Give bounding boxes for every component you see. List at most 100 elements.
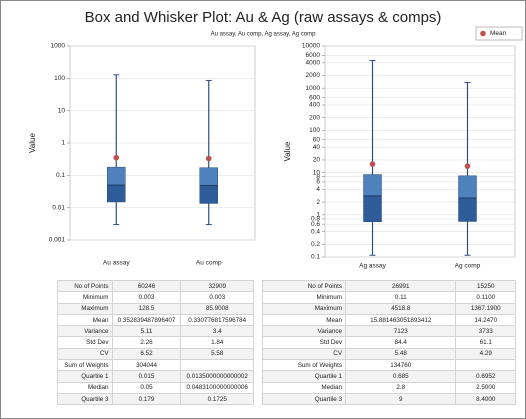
table-cell [180, 359, 254, 372]
table-cell: 5.48 [345, 347, 457, 361]
table-cell: 0.003 [180, 291, 254, 304]
table-cell: 2.5000 [455, 381, 516, 394]
table-cell: 0.11 [345, 291, 457, 304]
y-tick-label: 4000 [306, 60, 321, 67]
y-tick-label: 100 [309, 127, 320, 134]
y-tick-label: 2000 [306, 72, 321, 79]
row-label: Std Dev [57, 336, 113, 349]
chart-title: Box and Whisker Plot: Au & Ag (raw assay… [85, 9, 442, 26]
row-label: Quartile 1 [261, 370, 347, 383]
table-cell: 84.4 [345, 336, 457, 349]
table-cell: 26991 [345, 279, 457, 293]
row-label: Mean [57, 313, 113, 327]
table-cell: 0.003 [111, 291, 182, 304]
y-tick-label: 0.001 [49, 237, 66, 244]
table-cell: 5.58 [180, 347, 254, 361]
table-cell [455, 359, 516, 372]
table-row: No of Points 26991 15250 [261, 279, 516, 293]
plot-area [324, 45, 516, 258]
y-tick-label: 8 [316, 173, 320, 180]
table-row: CV 6.52 5.58 [57, 347, 254, 361]
table-cell: 14.2470 [455, 313, 516, 327]
table-row: Sum of Weights 134760 [261, 359, 516, 372]
x-tick-label: Au assay [103, 260, 130, 267]
legend-marker [480, 30, 486, 37]
mean-marker [205, 155, 212, 162]
y-tick-label: 6000 [306, 52, 321, 59]
y-tick-label: 20 [313, 157, 321, 164]
table-row: CV 5.48 4.29 [261, 347, 516, 361]
row-label: Quartile 1 [57, 370, 113, 383]
table-cell: 9 [345, 392, 457, 406]
table-cell: 0.330776817596784 [180, 313, 254, 327]
y-tick-label: 0.01 [52, 204, 65, 211]
table-cell: 5.11 [111, 325, 182, 338]
table-row: Mean 0.352839487896407 0.330776817596784 [57, 313, 254, 327]
table-row: Median 0.05 0.0483100000000006 [57, 381, 254, 394]
mean-marker [369, 161, 376, 167]
stats-table: No of Points 26991 15250 Minimum 0.11 0.1100 M… [261, 279, 516, 406]
table-cell: 4.29 [455, 347, 516, 361]
y-tick-label: 1 [316, 212, 320, 219]
table-row: Maximum 4518.8 1367.1900 [261, 302, 516, 315]
table-cell: 60246 [111, 279, 182, 293]
table-cell: 0.685 [345, 370, 457, 383]
y-tick-label: 0.6 [311, 221, 320, 228]
table-cell: 2.8 [345, 381, 457, 394]
table-cell: 3733 [455, 325, 516, 338]
table-row: Quartile 1 0.685 0.6952 [261, 370, 516, 383]
table-cell: 0.05 [111, 381, 182, 394]
stats-table: No of Points 60246 32909 Minimum 0.003 0.003 M… [57, 279, 254, 406]
row-label: No of Points [57, 279, 113, 293]
row-label: Quartile 3 [261, 392, 347, 406]
table-cell: 7123 [345, 325, 457, 338]
table-row: Median 2.8 2.5000 [261, 381, 516, 394]
box-upper [199, 167, 218, 186]
y-tick-label: 40 [313, 144, 321, 151]
table-row: Sum of Weights 304044 [57, 359, 254, 372]
y-tick-label: 0.4 [311, 228, 320, 235]
y-tick-label: 60 [313, 136, 321, 143]
y-tick-label: 0.1 [56, 172, 65, 179]
table-cell: 0.0135000000000002 [180, 370, 254, 383]
table-row: Mean 15.881463051893412 14.2470 [261, 313, 516, 327]
box-upper [458, 175, 477, 199]
table-cell: 61.1 [455, 336, 516, 349]
legend-label: Mean [490, 30, 507, 37]
mean-marker [464, 163, 471, 169]
table-row: Minimum 0.003 0.003 [57, 291, 254, 304]
y-tick-label: 2 [316, 199, 320, 206]
row-label: CV [57, 347, 113, 361]
y-tick-label: 1 [61, 140, 65, 147]
table-cell: 0.352839487896407 [111, 313, 182, 327]
mean-marker [113, 154, 120, 161]
y-tick-label: 10000 [302, 43, 320, 50]
row-label: Minimum [57, 291, 113, 304]
box-lower [107, 184, 126, 203]
y-tick-label: 1000 [306, 85, 321, 92]
row-label: Minimum [261, 291, 347, 304]
table-cell: 0.1100 [455, 291, 516, 304]
box-upper [363, 174, 382, 197]
x-tick-label: Ag comp [455, 263, 481, 270]
row-label: Median [261, 381, 347, 394]
y-tick-label: 0.1 [311, 254, 320, 261]
y-tick-label: 10 [58, 107, 66, 114]
row-label: No of Points [261, 279, 347, 293]
row-label: Median [57, 381, 113, 394]
table-row: Minimum 0.11 0.1100 [261, 291, 516, 304]
row-label: Mean [261, 313, 347, 327]
box-upper [107, 166, 126, 186]
y-tick-label: 0.2 [311, 241, 320, 248]
y-axis-label: Value [283, 141, 292, 161]
table-cell: 4518.8 [345, 302, 457, 315]
table-cell: 32909 [180, 279, 254, 293]
table-row: Variance 7123 3733 [261, 325, 516, 338]
table-cell: 0.6952 [455, 370, 516, 383]
table-row: Std Dev 2.26 1.84 [57, 336, 254, 349]
table-cell: 0.179 [111, 392, 182, 406]
y-tick-label: 0.8 [311, 216, 320, 223]
row-label: Quartile 3 [57, 392, 113, 406]
table-cell: 1.84 [180, 336, 254, 349]
y-tick-label: 100 [54, 75, 65, 82]
